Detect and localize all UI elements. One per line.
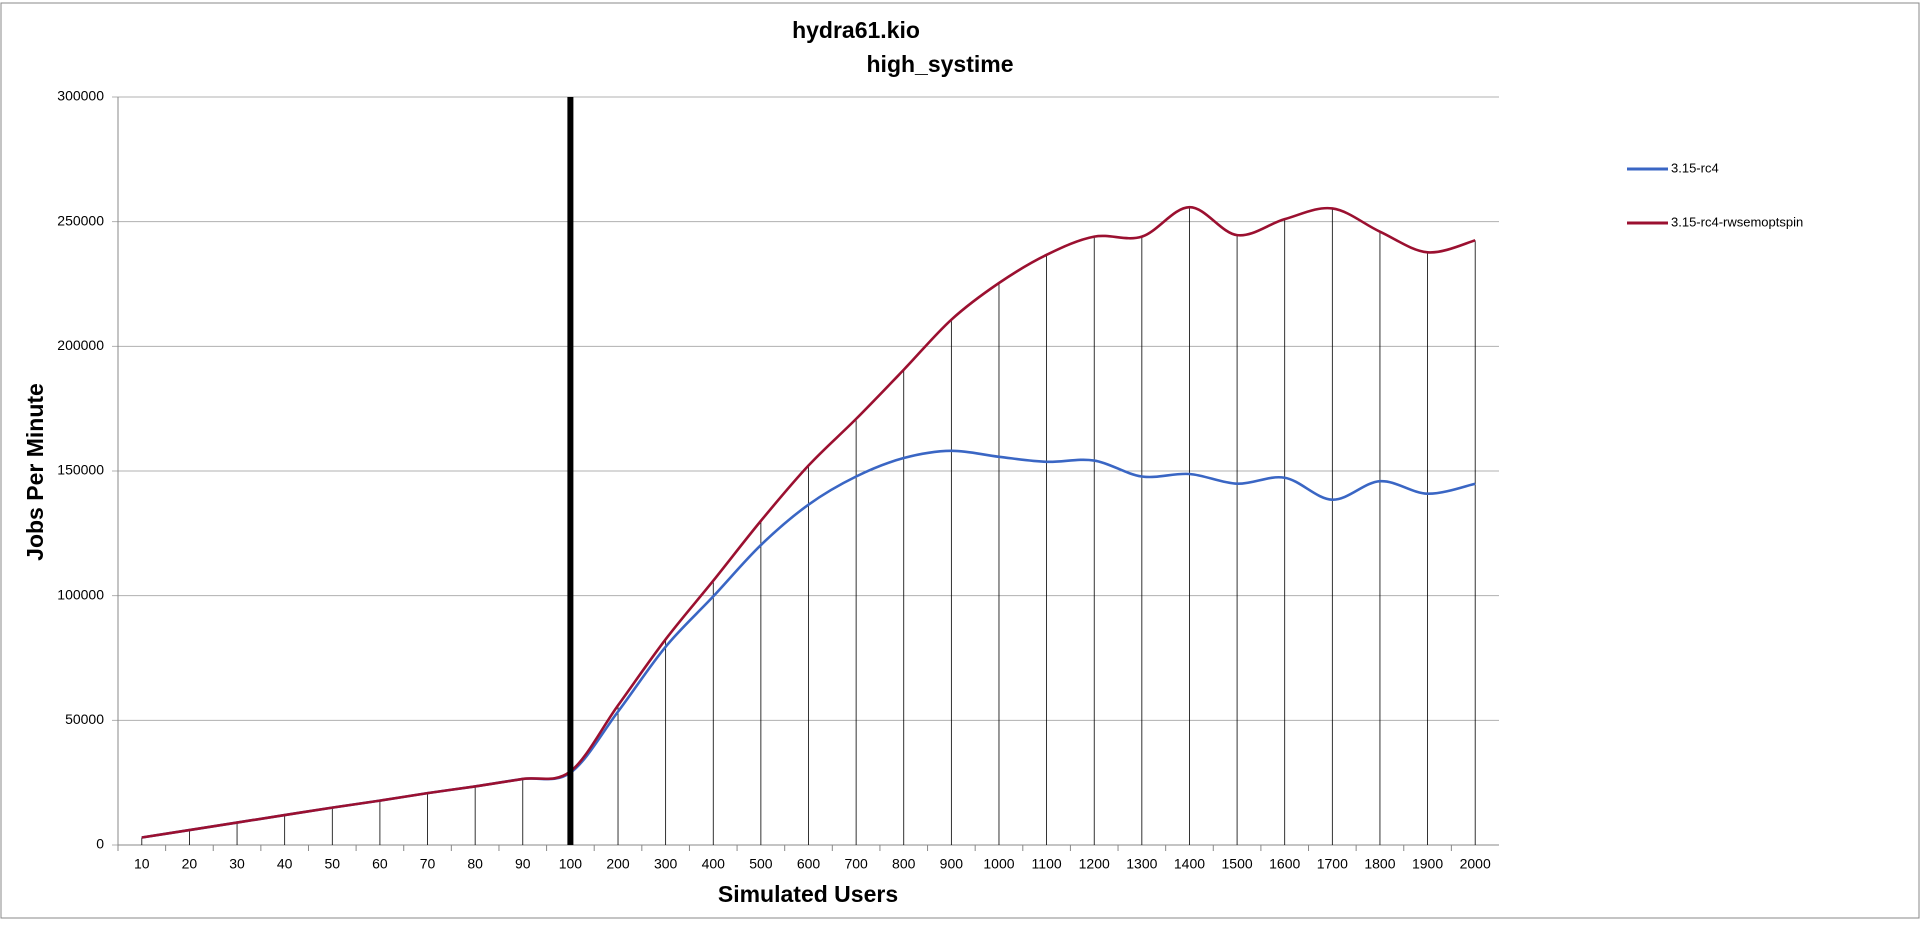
x-tick-label: 70 [420, 856, 436, 872]
x-tick-label: 900 [940, 856, 964, 872]
x-tick-label: 90 [515, 856, 531, 872]
x-tick-label: 1900 [1412, 856, 1443, 872]
x-tick-label: 60 [372, 856, 388, 872]
x-tick-label: 20 [182, 856, 198, 872]
x-tick-label: 600 [797, 856, 821, 872]
x-tick-label: 500 [749, 856, 773, 872]
x-tick-label: 1300 [1126, 856, 1157, 872]
x-tick-label: 50 [325, 856, 341, 872]
x-tick-label: 300 [654, 856, 678, 872]
y-tick-label: 250000 [57, 212, 104, 228]
x-tick-label: 1200 [1079, 856, 1110, 872]
x-tick-label: 1700 [1317, 856, 1348, 872]
series-line [141, 205, 1476, 839]
x-tick-label: 1000 [983, 856, 1014, 872]
y-tick-label: 100000 [57, 586, 104, 602]
y-tick-label: 300000 [57, 88, 104, 104]
chart-title: hydra61.kio [792, 17, 920, 43]
y-axis-label: Jobs Per Minute [22, 383, 48, 561]
x-tick-label: 800 [892, 856, 916, 872]
y-tick-label: 0 [96, 836, 104, 852]
x-tick-label: 10 [134, 856, 150, 872]
x-tick-label: 1600 [1269, 856, 1300, 872]
x-tick-label: 1400 [1174, 856, 1205, 872]
x-tick-label: 2000 [1460, 856, 1491, 872]
x-tick-label: 1500 [1222, 856, 1253, 872]
y-tick-label: 150000 [57, 462, 104, 478]
x-tick-label: 700 [844, 856, 868, 872]
y-tick-label: 200000 [57, 337, 104, 353]
x-tick-label: 400 [702, 856, 726, 872]
x-tick-label: 1800 [1364, 856, 1395, 872]
legend-label: 3.15-rc4 [1671, 160, 1719, 175]
x-tick-label: 1100 [1032, 856, 1062, 872]
x-tick-label: 40 [277, 856, 293, 872]
legend-label: 3.15-rc4-rwsemoptspin [1671, 214, 1803, 229]
x-tick-label: 100 [559, 856, 583, 872]
x-tick-label: 80 [467, 856, 483, 872]
y-tick-label: 50000 [65, 711, 104, 727]
chart-subtitle: high_systime [867, 51, 1014, 77]
x-tick-label: 30 [229, 856, 245, 872]
x-axis-label: Simulated Users [718, 881, 898, 907]
x-tick-label: 200 [606, 856, 630, 872]
